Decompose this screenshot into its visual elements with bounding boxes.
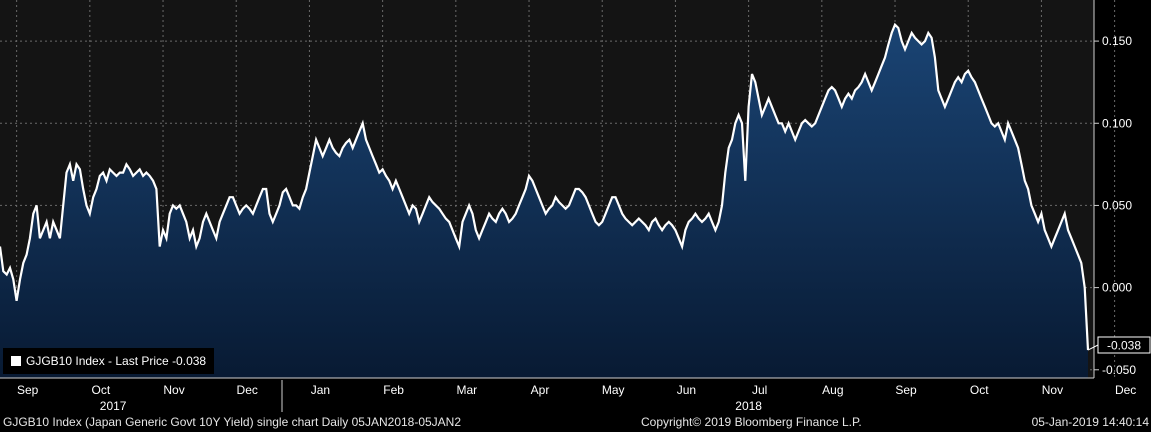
x-tick-label: Apr [531,383,550,397]
y-tick-label: 0.100 [1102,116,1132,130]
legend-label: GJGB10 Index - Last Price -0.038 [26,354,207,368]
x-tick-label: Nov [1042,383,1063,397]
x-tick-label: Dec [1115,383,1136,397]
footer-timestamp: 05-Jan-2019 14:40:14 [1031,415,1149,429]
x-axis: Sep Oct Nov Dec Jan Feb Mar Apr May Jun Jul Aug Sep O… [17,380,1136,413]
x-tick-label: Nov [163,383,184,397]
yield-chart: 0.150 0.100 0.050 0.000 -0.050 Sep Oct Nov Dec J… [0,0,1151,413]
y-axis: 0.150 0.100 0.050 0.000 -0.050 [1094,34,1136,377]
legend-swatch [11,356,21,366]
last-value-label: -0.038 [1107,339,1141,353]
last-value-marker: -0.038 [1087,336,1151,354]
series-area [0,24,1088,378]
x-tick-label: Sep [895,383,917,397]
x-tick-label: Jan [311,383,330,397]
x-tick-label: Dec [237,383,258,397]
x-tick-label: Sep [17,383,39,397]
last-value-connector [1087,344,1099,351]
footer-bar: GJGB10 Index (Japan Generic Govt 10Y Yie… [0,413,1151,432]
x-tick-label: Aug [822,383,843,397]
footer-description: GJGB10 Index (Japan Generic Govt 10Y Yie… [3,415,462,429]
footer-copyright: Copyright© 2019 Bloomberg Finance L.P. [641,415,862,429]
year-label: 2018 [735,399,762,413]
legend: GJGB10 Index - Last Price -0.038 [3,348,215,374]
y-tick-label: -0.050 [1102,363,1136,377]
x-tick-label: Jul [752,383,767,397]
x-tick-label: Feb [383,383,404,397]
year-label: 2017 [100,399,127,413]
y-tick-label: 0.150 [1102,34,1132,48]
y-tick-label: 0.050 [1102,198,1132,212]
x-tick-label: Oct [970,383,989,397]
y-tick-label: 0.000 [1102,281,1132,295]
series-line [0,22,1090,351]
x-tick-label: Jun [677,383,696,397]
x-tick-label: May [602,383,625,397]
x-tick-label: Mar [456,383,477,397]
x-tick-label: Oct [91,383,110,397]
